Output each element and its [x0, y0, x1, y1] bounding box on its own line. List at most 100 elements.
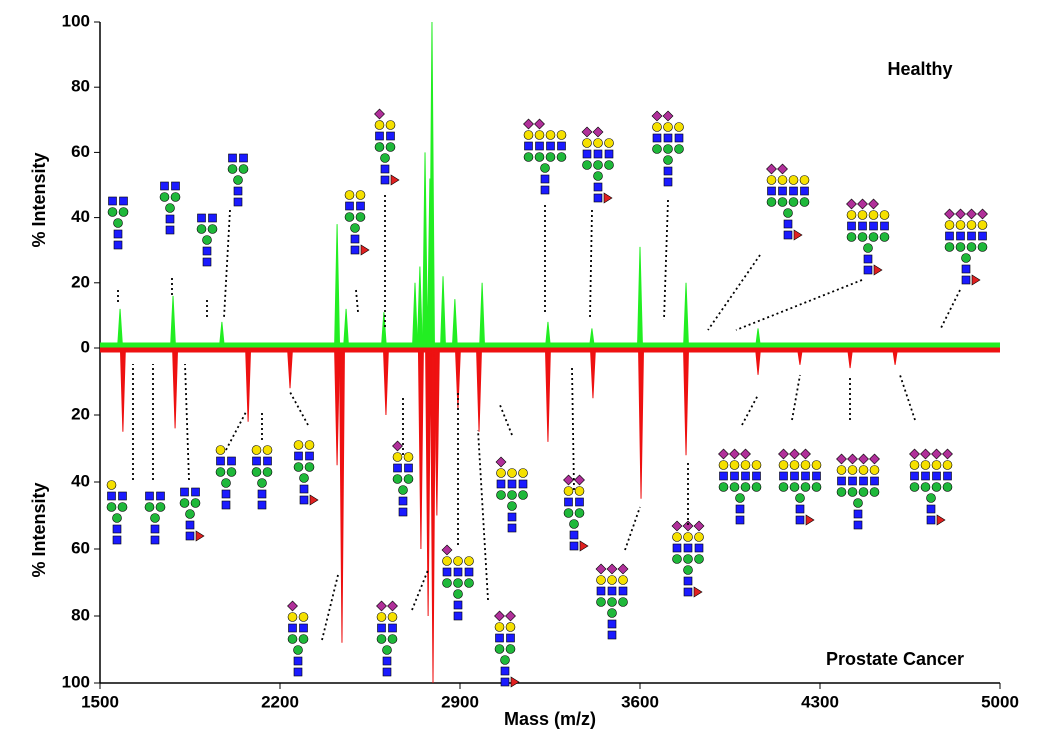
glycan-glcnac: [299, 623, 308, 633]
glycan-sialic: [868, 198, 879, 210]
glycan-hexose: [846, 210, 857, 220]
peak: [440, 276, 447, 349]
glycan-hexose: [683, 532, 693, 542]
glycan-hexose: [879, 232, 890, 242]
glycan-sialic: [942, 448, 953, 460]
peak: [172, 347, 179, 429]
glycan-glcnac: [783, 219, 793, 229]
glycan-hexose: [800, 482, 811, 492]
glycan-glcnac: [741, 471, 750, 481]
glycan-glcnac: [293, 656, 303, 666]
glycan-sialic: [955, 208, 966, 220]
glycan-hexose: [257, 478, 267, 488]
glycan-sialic: [777, 163, 788, 175]
glycan-glcnac: [564, 497, 573, 507]
glycan-hexose: [523, 152, 534, 162]
glycan-sialic: [977, 208, 988, 220]
peak: [479, 282, 486, 349]
glycan-hexose: [150, 513, 160, 523]
glycan-hexose: [811, 460, 822, 470]
pointer-arrow: [707, 254, 761, 331]
glycan-glcnac: [847, 221, 856, 231]
glycan-hexose: [811, 482, 822, 492]
glycan-glcnac: [926, 504, 936, 514]
glycan-hexose: [740, 460, 751, 470]
glycan-hexose: [496, 468, 506, 478]
pointer-arrow: [477, 429, 489, 601]
glycan-glcnac: [239, 153, 248, 163]
glycan-glcnac: [382, 667, 392, 677]
pointer-arrow: [624, 506, 641, 551]
glycan-hexose: [718, 482, 729, 492]
glycan-hexose: [607, 608, 617, 618]
glycan-hexose: [534, 130, 545, 140]
glycan-glcnac: [453, 611, 463, 621]
glycan-hexose: [931, 482, 942, 492]
pointer-arrow: [899, 374, 916, 421]
glycan-hexose: [944, 220, 955, 230]
glycan-glcnac: [683, 576, 693, 586]
x-tick-label: 4300: [801, 692, 839, 711]
glycan-glcnac: [165, 225, 175, 235]
glycan-sialic: [671, 520, 683, 532]
peak: [544, 347, 551, 442]
glycan-glcnac: [507, 512, 517, 522]
glycan-hexose: [545, 152, 556, 162]
peak: [338, 347, 345, 643]
glycan-hexose: [766, 175, 777, 185]
glycan-glcnac: [593, 182, 603, 192]
glycan-hexose: [683, 554, 693, 564]
glycan-hexose: [287, 612, 298, 622]
glycan-fucose: [360, 244, 370, 256]
glycan-fucose: [390, 174, 400, 186]
glycan-glcnac: [257, 489, 267, 499]
glycan-glcnac: [191, 487, 200, 497]
glycan-hexose: [196, 224, 207, 234]
glycan-hexose: [694, 554, 704, 564]
glycan-fucose: [936, 514, 946, 526]
glycan-glcnac: [652, 133, 662, 143]
glycan-sialic: [505, 610, 516, 622]
glycan-glcnac: [853, 509, 863, 519]
y-tick-label: 100: [62, 11, 90, 30]
glycan-hexose: [190, 498, 201, 508]
glycan-hexose: [350, 223, 360, 233]
glycan-hexose: [392, 474, 403, 484]
peak: [433, 347, 440, 516]
glycan-glcnac: [299, 495, 309, 505]
peak: [119, 347, 126, 432]
glycan-hexose: [215, 445, 226, 455]
glycan-glcnac: [171, 181, 180, 191]
glycan-hexose: [344, 190, 355, 200]
glycan-sialic: [392, 440, 403, 452]
glycan-hexose: [955, 220, 966, 230]
glycan-sialic: [944, 208, 955, 220]
glycan-glcnac: [859, 476, 868, 486]
glycan-glcnac: [160, 181, 169, 191]
glycan-hexose: [799, 197, 810, 207]
glycan-hexose: [179, 498, 190, 508]
glycan-glcnac: [694, 543, 704, 553]
glycan-fucose: [805, 514, 815, 526]
glycan-glcnac: [795, 504, 805, 514]
glycan-hexose: [523, 130, 534, 140]
glycan-glcnac: [604, 149, 614, 159]
glycan-glcnac: [575, 497, 584, 507]
pointer-arrow: [321, 574, 339, 641]
glycan-fucose: [693, 586, 703, 598]
glycan-hexose: [518, 468, 528, 478]
glycan-hexose: [518, 490, 528, 500]
glycan-hexose: [442, 578, 452, 588]
glycan-glcnac: [863, 265, 873, 275]
peak: [754, 347, 762, 375]
glycan-hexose: [766, 197, 777, 207]
glycan-glcnac: [880, 221, 889, 231]
glycan-hexose: [505, 622, 516, 632]
peak: [422, 152, 429, 349]
glycan-hexose: [534, 152, 545, 162]
glycan-sialic: [693, 520, 705, 532]
glycan-hexose: [106, 480, 117, 490]
glycan-glcnac: [812, 471, 821, 481]
glycan-glcnac: [380, 175, 390, 185]
glycan-glcnac: [216, 456, 225, 466]
